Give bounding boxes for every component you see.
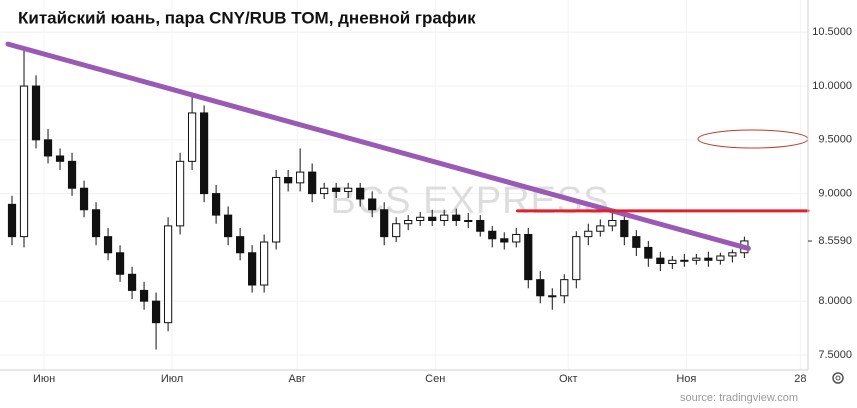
x-tick-label: Июл bbox=[161, 373, 183, 385]
x-tick-label: Июн bbox=[33, 373, 55, 385]
candle-body bbox=[344, 187, 353, 192]
candle-body bbox=[212, 193, 221, 216]
candle-body bbox=[187, 112, 197, 162]
candle-body bbox=[236, 236, 245, 254]
y-tick-label: 9.5000 bbox=[818, 134, 852, 146]
candle-body bbox=[488, 230, 497, 240]
plot-area bbox=[5, 41, 810, 350]
y-tick-label: 7.5000 bbox=[818, 349, 852, 361]
candle-body bbox=[596, 225, 605, 232]
candle-body bbox=[91, 209, 101, 238]
source: source: tradingview.com bbox=[680, 392, 798, 404]
candle-body bbox=[392, 223, 401, 238]
y-tick-label: 10.5000 bbox=[812, 26, 852, 38]
candle-body bbox=[668, 259, 677, 265]
candle-body bbox=[380, 209, 389, 238]
candle-body bbox=[416, 216, 425, 221]
candle-body bbox=[115, 252, 125, 275]
x-tick-label: Окт bbox=[559, 373, 578, 385]
candle-body bbox=[692, 257, 701, 261]
candle-body bbox=[175, 160, 185, 227]
candle-body bbox=[31, 85, 41, 141]
y-tick-label: 8.0000 bbox=[818, 295, 852, 307]
candle-body bbox=[55, 155, 65, 162]
candle-body bbox=[680, 259, 689, 262]
candle-body bbox=[284, 176, 293, 184]
candle-body bbox=[452, 214, 461, 221]
candle-body bbox=[224, 214, 233, 238]
x-tick-label: Авг bbox=[289, 373, 306, 385]
candle-body bbox=[548, 295, 557, 298]
candle-body bbox=[332, 187, 341, 192]
candle-body bbox=[163, 225, 173, 324]
candle-body bbox=[296, 171, 305, 184]
candle-body bbox=[524, 233, 533, 281]
x-tick-label: 28 bbox=[794, 373, 806, 385]
candle-body bbox=[428, 216, 437, 221]
candle-body bbox=[512, 233, 521, 243]
last-price-label: 8.5590 bbox=[818, 235, 852, 247]
candle-body bbox=[320, 187, 329, 195]
candle-body bbox=[139, 289, 149, 302]
candle-body bbox=[151, 300, 161, 324]
candle-body bbox=[404, 219, 413, 225]
candle-body bbox=[584, 230, 593, 238]
candle-body bbox=[67, 160, 77, 189]
candle-body bbox=[260, 241, 269, 286]
candle-body bbox=[572, 236, 581, 281]
trendline bbox=[5, 41, 751, 251]
candle-body bbox=[560, 279, 569, 297]
candle-body bbox=[368, 198, 377, 211]
chart-title: Китайский юань, пара CNY/RUB TOM, дневно… bbox=[18, 8, 476, 27]
candle-body bbox=[500, 238, 509, 243]
candle-body bbox=[356, 187, 365, 200]
candle-body bbox=[103, 236, 113, 254]
candle-body bbox=[536, 279, 545, 297]
candle-body bbox=[656, 257, 665, 265]
grid bbox=[0, 0, 808, 370]
candle-body bbox=[632, 236, 641, 248]
candle-body bbox=[464, 219, 473, 222]
candle-body bbox=[79, 187, 89, 211]
candle-body bbox=[127, 273, 137, 291]
settings-icon[interactable] bbox=[832, 372, 844, 384]
candle-body bbox=[308, 171, 317, 195]
candle-body bbox=[440, 214, 449, 221]
x-tick-label: Ноя bbox=[676, 373, 696, 385]
candle-body bbox=[19, 85, 29, 238]
candle-body bbox=[272, 176, 281, 243]
watermark: BCS EXPRESS bbox=[330, 180, 609, 222]
candle-body bbox=[43, 139, 53, 157]
candle-body bbox=[704, 257, 713, 261]
candle-body bbox=[199, 112, 209, 195]
y-tick-label: 9.0000 bbox=[818, 188, 852, 200]
candle-body bbox=[608, 219, 617, 227]
y-tick-label: 10.0000 bbox=[812, 80, 852, 92]
candle-body bbox=[728, 252, 737, 257]
candle-body bbox=[716, 255, 725, 261]
candle-body bbox=[644, 246, 653, 259]
candle-body bbox=[248, 252, 257, 286]
candle-body bbox=[620, 219, 629, 238]
candle-body bbox=[476, 219, 485, 232]
candle-body bbox=[7, 203, 17, 238]
x-tick-label: Сен bbox=[425, 373, 445, 385]
